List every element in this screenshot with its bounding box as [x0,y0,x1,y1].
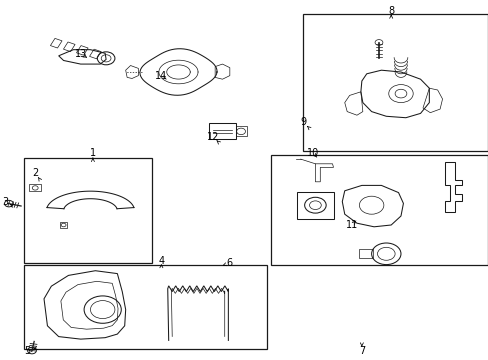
Text: 11: 11 [345,220,358,230]
Bar [208,123,236,139]
Bar [29,184,41,191]
Text: 14: 14 [155,71,167,81]
Text: 7: 7 [358,346,364,356]
Bar [24,158,151,263]
Text: 9: 9 [300,117,305,127]
Bar [236,126,246,136]
Text: 6: 6 [226,258,232,268]
Bar [60,222,67,228]
Text: 12: 12 [206,132,219,142]
Bar [271,155,487,265]
Bar [303,14,487,151]
Text: 4: 4 [158,256,164,266]
Text: 2: 2 [32,168,38,178]
Bar [24,265,266,349]
Text: 13: 13 [74,49,87,59]
Bar [359,249,372,258]
Text: 10: 10 [306,148,319,158]
Text: 1: 1 [90,148,96,158]
Bar [296,192,333,219]
Text: 8: 8 [387,6,393,16]
Text: 3: 3 [2,197,8,207]
Text: 5: 5 [24,346,30,356]
